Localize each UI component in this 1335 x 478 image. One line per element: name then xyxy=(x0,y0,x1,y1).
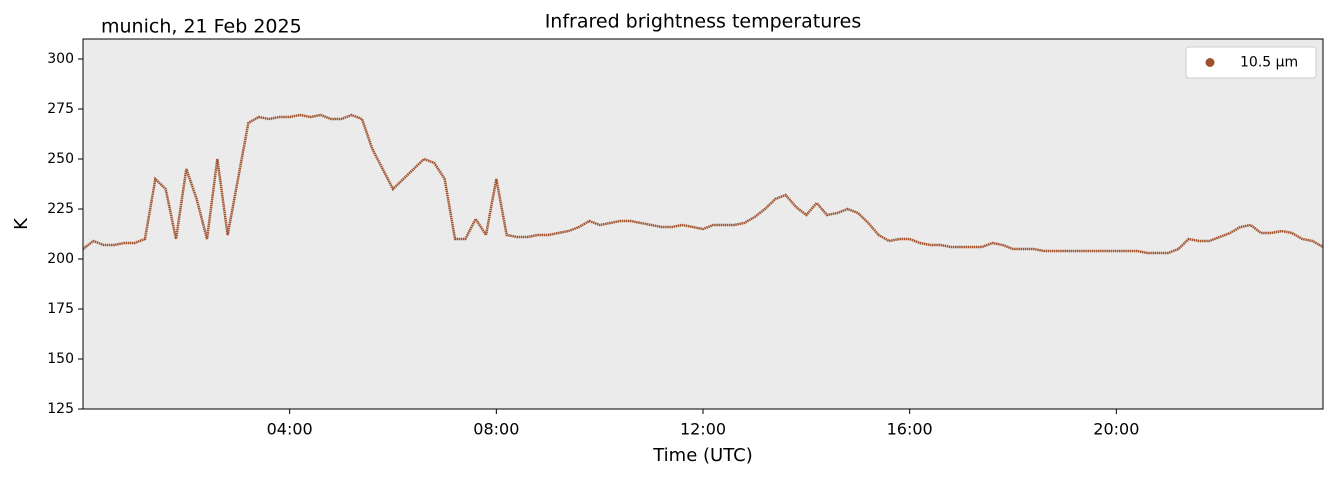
y-tick-label: 150 xyxy=(47,351,74,367)
y-tick-label: 200 xyxy=(47,251,74,267)
x-tick-label: 20:00 xyxy=(1093,420,1139,439)
y-tick-label: 225 xyxy=(47,201,74,217)
y-tick-label: 250 xyxy=(47,151,74,167)
y-tick-label: 275 xyxy=(47,101,74,117)
y-tick-label: 125 xyxy=(47,401,74,417)
x-tick-label: 16:00 xyxy=(887,420,933,439)
data-line xyxy=(82,113,1324,255)
x-tick-label: 04:00 xyxy=(267,420,313,439)
plot-area xyxy=(83,39,1323,409)
legend-label: 10.5 µm xyxy=(1240,55,1298,71)
y-axis-label: K xyxy=(11,217,32,230)
x-tick-label: 08:00 xyxy=(473,420,519,439)
chart-title: Infrared brightness temperatures xyxy=(545,11,862,33)
legend-box xyxy=(1185,46,1317,79)
x-tick-label: 12:00 xyxy=(680,420,726,439)
y-tick-label: 175 xyxy=(47,301,74,317)
legend-marker xyxy=(1205,58,1215,67)
y-tick-label: 300 xyxy=(47,51,74,67)
chart-subtitle: munich, 21 Feb 2025 xyxy=(101,16,302,38)
x-axis-label: Time (UTC) xyxy=(652,445,753,466)
